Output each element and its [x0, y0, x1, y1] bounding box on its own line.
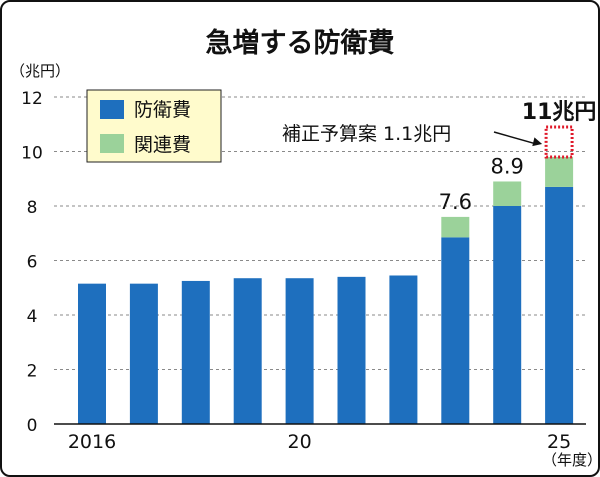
axes: 0 2 4 6 8 10 12 2016 20 25: [21, 89, 586, 453]
legend: 防衛費 関連費: [86, 89, 222, 163]
legend-label-related: 関連費: [134, 134, 191, 156]
y-tick-label-10: 10: [21, 144, 43, 164]
data-label-2024: 8.9: [490, 154, 523, 178]
bar-related-2024: [493, 181, 522, 206]
bar-defense-2016: [78, 283, 106, 424]
legend-swatch-defense: [100, 100, 124, 119]
y-axis-unit: （兆円）: [10, 62, 70, 80]
annotation-arrow: [493, 131, 537, 145]
bar-defense-2020: [285, 278, 314, 424]
data-label-2023: 7.6: [439, 190, 472, 214]
bar-related-2025: [545, 156, 574, 187]
legend-label-defense: 防衛費: [134, 99, 191, 121]
y-tick-label-8: 8: [27, 198, 38, 218]
bar-defense-2019: [233, 278, 262, 424]
grid-lines: [54, 96, 586, 370]
y-tick-label-0: 0: [27, 416, 38, 436]
data-labels: 7.6 8.9 11兆円: [439, 100, 597, 214]
data-label-2025: 11兆円: [522, 100, 597, 125]
bar-defense-2025: [545, 186, 574, 424]
x-tick-label-2016: 2016: [68, 431, 116, 453]
x-tick-label-2025: 25: [547, 431, 571, 453]
bar-defense-2021: [337, 276, 366, 424]
y-tick-label-12: 12: [21, 89, 43, 109]
y-tick-label-6: 6: [27, 253, 38, 273]
bar-defense-2024: [493, 206, 522, 424]
x-tick-label-2020: 20: [288, 431, 312, 453]
bars: [78, 125, 574, 424]
bar-defense-2017: [129, 283, 158, 424]
annotation: 補正予算案 1.1兆円: [282, 123, 543, 147]
chart-title: 急増する防衛費: [206, 27, 395, 59]
bar-defense-2023: [441, 237, 470, 424]
bar-related-2023: [441, 216, 470, 238]
y-tick-label-4: 4: [27, 307, 38, 327]
bar-defense-2018: [181, 280, 210, 424]
annotation-arrowhead: [532, 137, 543, 147]
y-tick-label-2: 2: [27, 362, 38, 382]
legend-swatch-related: [100, 134, 124, 153]
x-axis-unit: （年度）: [542, 451, 598, 469]
bar-planned-2025: [544, 125, 574, 159]
annotation-text: 補正予算案 1.1兆円: [282, 123, 451, 145]
bar-defense-2022: [389, 275, 418, 424]
